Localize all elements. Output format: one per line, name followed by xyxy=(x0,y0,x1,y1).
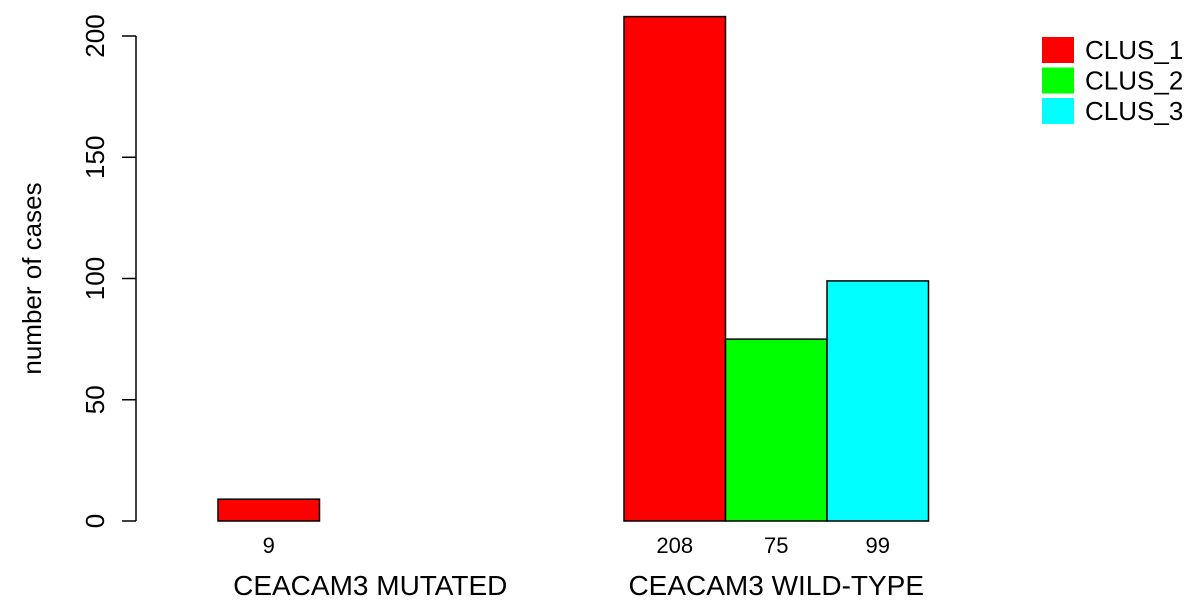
y-tick-label: 150 xyxy=(80,136,110,179)
bar-clus-3 xyxy=(826,280,930,522)
bar-clus-1 xyxy=(217,498,321,522)
x-category-label: CEACAM3 MUTATED xyxy=(233,570,507,601)
x-category-label: CEACAM3 WILD-TYPE xyxy=(628,570,924,601)
legend-label: CLUS_1 xyxy=(1085,35,1183,65)
legend-item: CLUS_3 xyxy=(1042,96,1183,126)
legend-swatch xyxy=(1042,67,1074,94)
legend-label: CLUS_2 xyxy=(1085,66,1183,96)
y-tick-label: 100 xyxy=(80,257,110,300)
bar-group: 208 75 99 CEACAM3 WILD-TYPE xyxy=(623,15,930,601)
legend-item: CLUS_1 xyxy=(1042,35,1183,65)
legend-label: CLUS_3 xyxy=(1085,96,1183,126)
bar-value-label: 75 xyxy=(764,533,788,558)
bar-clus-1 xyxy=(623,15,727,522)
y-tick-label: 200 xyxy=(80,14,110,57)
y-tick-label: 50 xyxy=(80,385,110,414)
legend-swatch xyxy=(1042,37,1074,63)
bar-value-label: 9 xyxy=(263,533,275,558)
bar-group: 9 CEACAM3 MUTATED xyxy=(217,498,507,601)
y-tick-label: 0 xyxy=(80,514,110,528)
bar-value-label: 99 xyxy=(866,533,890,558)
bar-clus-2 xyxy=(724,338,828,522)
bars: 9 CEACAM3 MUTATED 208 75 99 CEACAM3 WILD-TYPE xyxy=(217,15,930,601)
y-axis: 0 50 100 150 200 xyxy=(80,14,137,528)
y-axis-label: number of cases xyxy=(17,182,47,374)
legend-swatch xyxy=(1042,98,1074,124)
legend-item: CLUS_2 xyxy=(1042,66,1183,96)
bar-value-label: 208 xyxy=(656,533,693,558)
